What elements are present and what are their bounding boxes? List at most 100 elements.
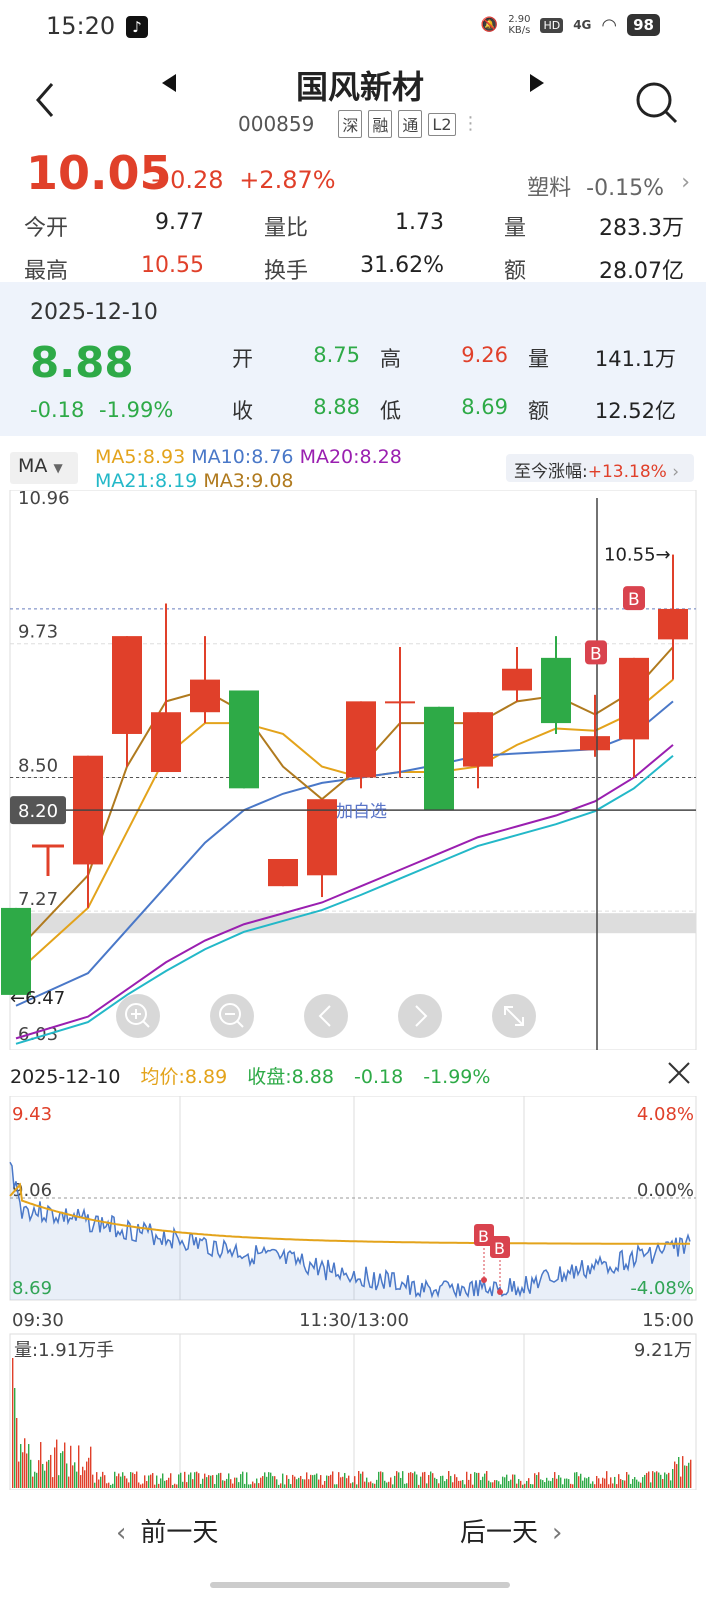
volume-bar	[326, 1475, 328, 1488]
volume-bar	[386, 1482, 388, 1488]
ma10-value: MA10:8.76	[191, 446, 294, 468]
sector-info[interactable]: 塑料 -0.15%	[527, 170, 664, 202]
volume-bar	[458, 1480, 460, 1488]
ma3-value: MA3:9.08	[203, 470, 294, 492]
volume-bar	[682, 1456, 684, 1488]
intraday-date: 2025-12-10	[10, 1066, 121, 1088]
volume-bar	[40, 1442, 42, 1488]
scroll-left-button[interactable]	[304, 994, 348, 1038]
intraday-area	[10, 1162, 690, 1300]
volume-bar	[58, 1475, 60, 1488]
volume-bar	[370, 1481, 372, 1488]
crosshair-price-box	[10, 796, 66, 825]
since-gain-badge[interactable]: 至今涨幅:+13.18% ›	[506, 454, 694, 482]
volume-bar	[490, 1482, 492, 1488]
volume-bar	[232, 1483, 234, 1488]
search-icon[interactable]	[632, 78, 680, 126]
history-open-label: 开	[232, 347, 253, 371]
volume-bar	[192, 1479, 194, 1488]
volume-bar	[626, 1472, 628, 1488]
volume-bar	[396, 1471, 398, 1488]
sector-name: 塑料	[527, 176, 572, 201]
volume-bar	[230, 1479, 232, 1488]
zoom-in-button[interactable]	[116, 994, 160, 1038]
volume-bar	[288, 1478, 290, 1488]
volume-bar	[556, 1478, 558, 1488]
net-speed-unit: KB/s	[508, 25, 531, 36]
volume-bar	[446, 1479, 448, 1488]
volume-bar	[402, 1471, 404, 1488]
volume-bar	[22, 1452, 24, 1488]
volume-bar	[174, 1483, 176, 1488]
stat-value: 10.55	[141, 253, 204, 278]
volume-bar	[346, 1478, 348, 1488]
volume-bar	[564, 1478, 566, 1488]
chevron-left-icon	[318, 1005, 331, 1027]
fullscreen-button[interactable]	[492, 994, 536, 1038]
current-price: 10.05	[26, 146, 172, 200]
volume-bar	[236, 1477, 238, 1488]
volume-bar	[438, 1483, 440, 1488]
history-panel	[0, 282, 706, 436]
ma-line-ma10	[15, 700, 674, 1007]
history-change-value: -0.18	[30, 398, 85, 422]
volume-bar	[390, 1477, 392, 1488]
volume-bar	[124, 1475, 126, 1488]
volume-bar	[128, 1482, 130, 1488]
net-speed: 2.90 KB/s	[508, 14, 530, 36]
volume-bar	[256, 1478, 258, 1488]
volume-bar	[282, 1473, 284, 1488]
volume-bar	[320, 1475, 322, 1488]
volume-bar	[314, 1474, 316, 1488]
caret-down-icon: ▼	[53, 461, 63, 475]
intraday-avg-line	[9, 1182, 690, 1245]
close-icon[interactable]	[666, 1060, 692, 1086]
candle-body	[190, 679, 220, 713]
more-icon[interactable]: ⋮	[461, 113, 480, 134]
volume-bar	[180, 1472, 182, 1488]
back-icon[interactable]	[26, 80, 66, 120]
volume-bar	[272, 1476, 274, 1488]
volume-frame	[9, 1333, 697, 1490]
zoom-out-button[interactable]	[210, 994, 254, 1038]
ma-selector[interactable]: MA ▼	[10, 452, 78, 484]
volume-bar	[496, 1480, 498, 1488]
volume-bar	[98, 1479, 100, 1488]
volume-bar	[538, 1472, 540, 1488]
kline-chart[interactable]: 10.969.738.507.276.038.20 加自选10.55→←6.47B…	[0, 490, 706, 1050]
prev-stock-icon[interactable]	[162, 74, 176, 92]
volume-bar	[290, 1484, 292, 1488]
volume-bar	[216, 1474, 218, 1488]
volume-bar	[666, 1474, 668, 1488]
volume-bar	[46, 1461, 48, 1488]
volume-max: 9.21万	[634, 1340, 692, 1361]
time-start: 09:30	[12, 1310, 64, 1331]
stat-label: 量	[504, 216, 527, 241]
y-tick-label: 7.27	[18, 889, 58, 910]
next-day-button[interactable]: 后一天 ›	[460, 1512, 562, 1549]
ma-selector-label: MA	[18, 455, 48, 477]
volume-bar	[474, 1472, 476, 1488]
volume-bar	[324, 1480, 326, 1488]
next-stock-icon[interactable]	[530, 74, 544, 92]
volume-bar	[44, 1470, 46, 1488]
volume-bar	[80, 1475, 82, 1488]
volume-bar	[208, 1475, 210, 1488]
intraday-chart[interactable]: 9.439.068.694.08%0.00%-4.08%BB09:3011:30…	[0, 1096, 706, 1490]
volume-bar	[494, 1480, 496, 1488]
volume-bar	[136, 1471, 138, 1488]
home-indicator[interactable]	[210, 1582, 510, 1588]
volume-bar	[566, 1478, 568, 1488]
volume-bar	[488, 1480, 490, 1488]
status-bar: 15:20 ♪ 🔕 2.90 KB/s HD 4G ◠ 98	[0, 0, 720, 56]
volume-bar	[662, 1479, 664, 1488]
prev-day-button[interactable]: ‹ 前一天	[116, 1512, 218, 1549]
volume-bar	[586, 1478, 588, 1488]
volume-bar	[226, 1478, 228, 1488]
volume-bar	[258, 1483, 260, 1488]
volume-bar	[672, 1469, 674, 1488]
scroll-right-button[interactable]	[398, 994, 442, 1038]
intraday-avg: 均价:8.89	[140, 1066, 227, 1088]
volume-bar	[254, 1483, 256, 1488]
chevron-right-icon[interactable]: ›	[681, 170, 690, 195]
